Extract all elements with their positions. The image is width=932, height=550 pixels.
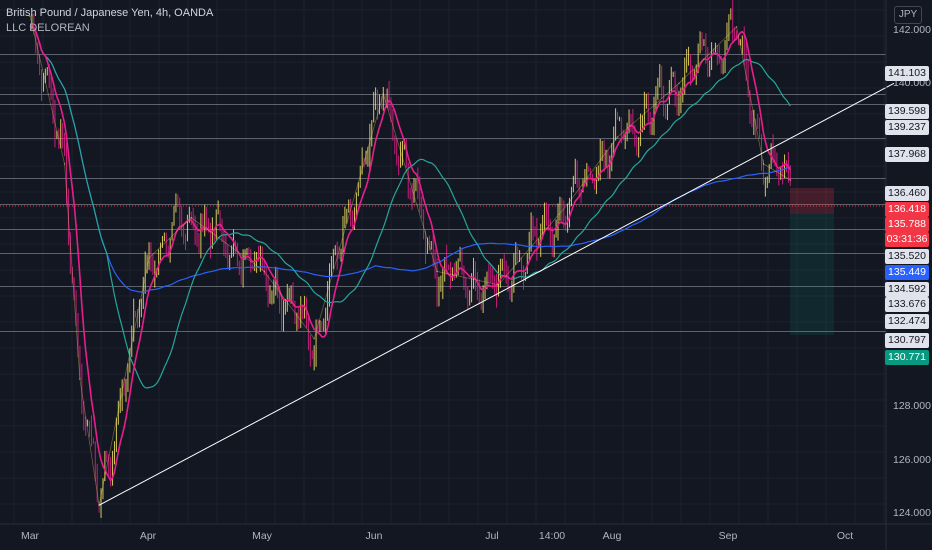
time-tick-label: Jul: [485, 530, 499, 542]
price-point: [497, 284, 500, 286]
price-label: 03:31:36: [885, 232, 929, 247]
ma-slow-line: [29, 24, 791, 389]
time-tick-label: Apr: [139, 530, 157, 542]
short-position-stop-zone[interactable]: [790, 188, 834, 214]
short-position-target-zone[interactable]: [790, 214, 834, 335]
price-label: 137.968: [885, 147, 929, 162]
price-tick-label: 126.000: [893, 453, 931, 466]
price-point: [762, 163, 765, 165]
price-point: [616, 136, 619, 138]
grid-lines: [0, 0, 886, 524]
time-tick-label: Mar: [20, 530, 40, 542]
price-point: [29, 15, 31, 17]
indicator-name[interactable]: LLC DELOREAN: [6, 22, 90, 34]
price-label: 141.103: [885, 66, 929, 81]
price-label: 135.788: [885, 217, 929, 232]
price-point: [735, 26, 738, 28]
price-tick-label: 124.000: [893, 507, 931, 520]
price-point: [148, 257, 150, 259]
ma-fast-line: [29, 23, 791, 482]
time-tick-label: Sep: [718, 530, 738, 542]
price-point: [382, 93, 385, 95]
currency-button[interactable]: JPY: [894, 6, 922, 24]
ascending-trendline[interactable]: [98, 82, 895, 506]
symbol-title[interactable]: British Pound / Japanese Yen, 4h, OANDA: [6, 7, 214, 19]
price-label: 135.449: [885, 265, 929, 280]
time-tick-label: 14:00: [538, 530, 566, 542]
price-point: [79, 378, 81, 380]
price-point: [190, 216, 193, 219]
price-label: 139.237: [885, 120, 929, 135]
price-label: 136.460: [885, 186, 929, 201]
price-label: 132.474: [885, 314, 929, 329]
price-point: [313, 337, 315, 340]
price-label: 130.797: [885, 333, 929, 348]
price-label: 133.676: [885, 297, 929, 312]
candles: [31, 0, 791, 518]
price-label: 130.771: [885, 350, 929, 365]
price-point: [566, 203, 569, 206]
time-tick-label: Jun: [365, 530, 383, 542]
price-point: [63, 163, 66, 165]
price-tick-label: 128.000: [893, 399, 931, 412]
moving-averages: [29, 23, 791, 482]
chart-legend: British Pound / Japanese Yen, 4h, OANDA …: [6, 6, 213, 36]
price-label: 139.598: [885, 104, 929, 119]
price-point: [789, 179, 792, 181]
time-tick-label: Oct: [836, 530, 854, 542]
price-label: 134.592: [885, 282, 929, 297]
price-label: 135.520: [885, 249, 929, 264]
price-tick-label: 142.000: [893, 23, 931, 36]
price-point: [436, 270, 438, 273]
price-line: [29, 16, 791, 506]
time-tick-label: Aug: [602, 530, 622, 542]
price-point: [678, 82, 680, 85]
price-series: [29, 15, 792, 506]
time-tick-label: May: [252, 530, 272, 542]
price-point: [263, 270, 266, 273]
price-label: 136.418: [885, 202, 929, 217]
ma-long-line: [29, 24, 791, 293]
